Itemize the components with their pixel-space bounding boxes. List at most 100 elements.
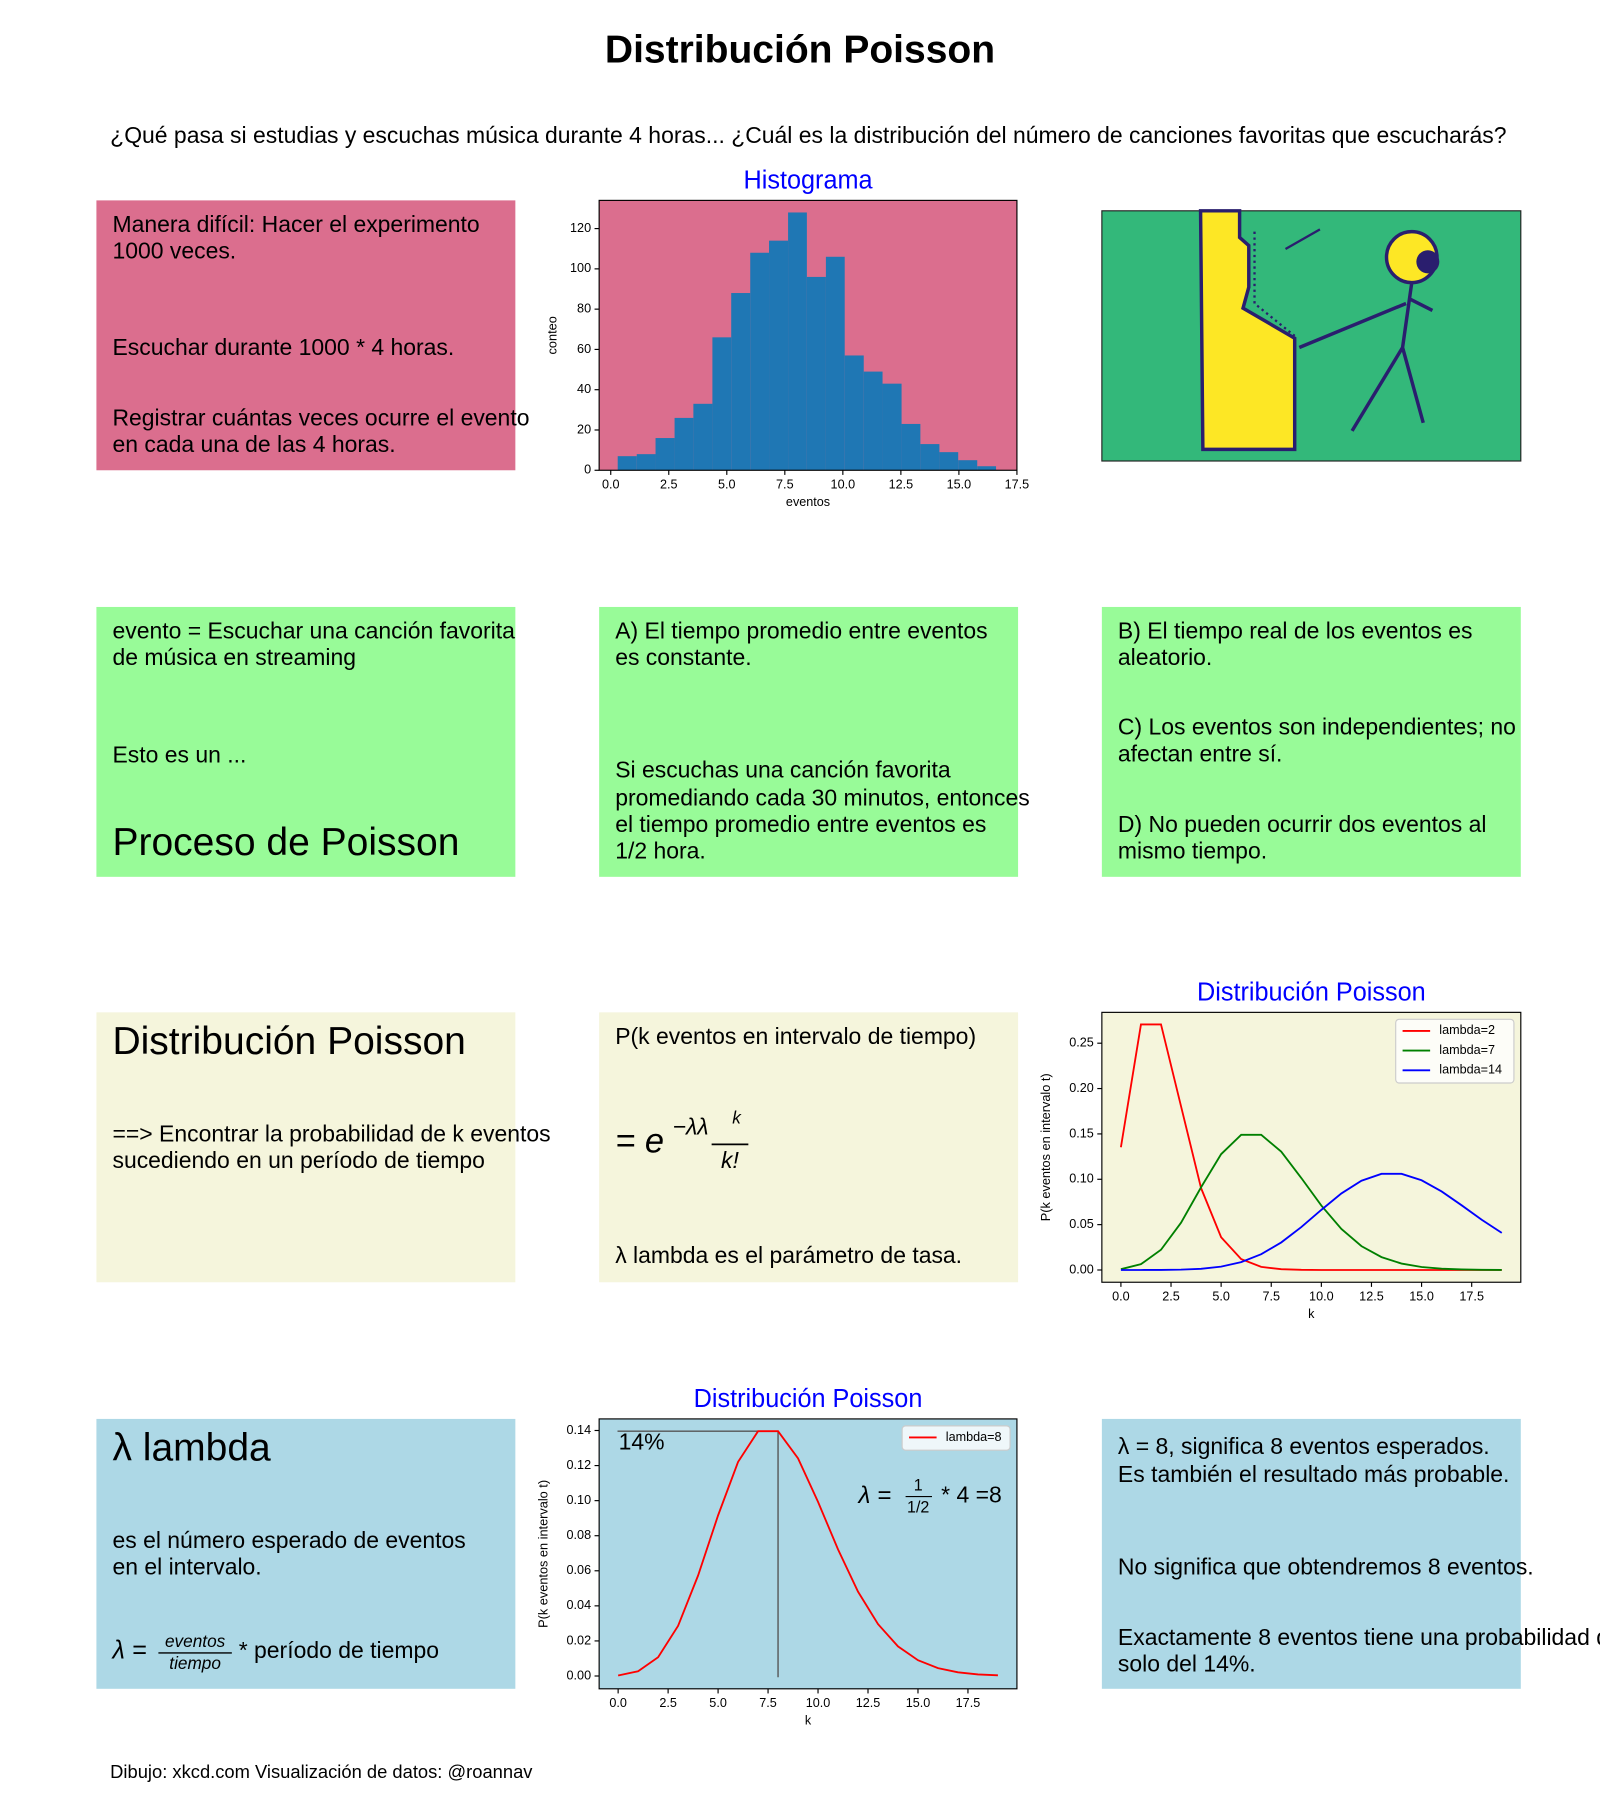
y-tick-label: 0.14 bbox=[567, 1423, 592, 1437]
y-axis-label: P(k eventos en intervalo t) bbox=[1039, 1073, 1053, 1221]
music-lines bbox=[1253, 231, 1296, 337]
y-tick-label: 0.20 bbox=[1069, 1081, 1094, 1095]
x-tick-label: 10.0 bbox=[1309, 1290, 1334, 1304]
plot-frame bbox=[598, 1418, 1018, 1690]
panel-text: mismo tiempo. bbox=[1118, 838, 1267, 864]
panel-text: el tiempo promedio entre eventos es bbox=[615, 811, 986, 837]
annotation: 14% bbox=[619, 1428, 665, 1454]
panel-text: Escuchar durante 1000 * 4 horas. bbox=[112, 334, 454, 360]
footer: Dibujo: xkcd.com Visualización de datos:… bbox=[110, 1761, 533, 1782]
panel-text: en el intervalo. bbox=[112, 1553, 261, 1579]
x-tick-label: 10.0 bbox=[831, 478, 856, 492]
text-panel: P(k eventos en intervalo de tiempo) λ lam… bbox=[599, 1012, 1019, 1283]
y-tick-label: 40 bbox=[577, 382, 591, 396]
histogram-bar bbox=[939, 452, 959, 471]
x-axis-label: k bbox=[805, 1714, 812, 1728]
xkcd-drawing bbox=[1101, 209, 1522, 462]
histogram-bar bbox=[788, 212, 807, 471]
histogram-bar bbox=[636, 454, 656, 471]
panel-text: No significa que obtendremos 8 eventos. bbox=[1118, 1553, 1534, 1579]
x-tick-label: 15.0 bbox=[906, 1696, 931, 1710]
y-tick-label: 0.00 bbox=[567, 1668, 592, 1682]
series-line bbox=[1120, 1172, 1503, 1271]
panel-text: λ lambda es el parámetro de tasa. bbox=[615, 1242, 962, 1268]
x-tick-label: 0.0 bbox=[602, 478, 620, 492]
panel-text: 1000 veces. bbox=[112, 238, 236, 264]
panel-box bbox=[1101, 606, 1521, 877]
y-tick-label: 0.04 bbox=[567, 1598, 592, 1612]
y-tick-label: 0 bbox=[584, 463, 591, 477]
series-line bbox=[617, 1430, 998, 1677]
panel-text: C) Los eventos son independientes; no bbox=[1118, 714, 1516, 740]
y-tick-label: 0.10 bbox=[1069, 1172, 1094, 1186]
y-tick-label: 100 bbox=[570, 261, 591, 275]
x-tick-label: 5.0 bbox=[718, 478, 736, 492]
panel-box bbox=[1101, 1418, 1521, 1689]
text-panel: Distribución Poisson ==> Encontrar la pro… bbox=[96, 1012, 551, 1283]
x-tick-label: 15.0 bbox=[1409, 1290, 1434, 1304]
page-title: Distribución Poisson bbox=[605, 28, 995, 71]
door bbox=[1198, 209, 1297, 452]
panel-text: Distribución Poisson bbox=[112, 1020, 465, 1063]
x-tick-label: 2.5 bbox=[660, 478, 678, 492]
panel-text: solo del 14%. bbox=[1118, 1651, 1256, 1677]
formula-numerator: 1 bbox=[914, 1476, 923, 1494]
chart-title: Histograma bbox=[743, 166, 873, 194]
histogram-bar bbox=[920, 444, 940, 471]
y-axis-label: P(k eventos en intervalo t) bbox=[536, 1480, 550, 1628]
panel-text: ==> Encontrar la probabilidad de k event… bbox=[112, 1120, 550, 1146]
panel-text: D) No pueden ocurrir dos eventos al bbox=[1118, 811, 1487, 837]
histogram-bar bbox=[712, 337, 732, 471]
panel-text: Manera difícil: Hacer el experimento bbox=[112, 211, 479, 237]
y-tick-label: 0.08 bbox=[567, 1528, 592, 1542]
panel-text: es el número esperado de eventos bbox=[112, 1527, 465, 1553]
panel-text: es constante. bbox=[615, 644, 751, 670]
panel-text: P(k eventos en intervalo de tiempo) bbox=[615, 1023, 976, 1049]
formula-denominator: k! bbox=[721, 1147, 739, 1173]
histogram-bar bbox=[769, 240, 789, 471]
x-tick-label: 10.0 bbox=[806, 1696, 831, 1710]
headphones bbox=[1416, 250, 1440, 274]
panel-box bbox=[96, 200, 516, 471]
panel-text: λ = 8, significa 8 eventos esperados. bbox=[1118, 1433, 1490, 1459]
plot-area bbox=[599, 1418, 1017, 1689]
histogram-bar bbox=[977, 466, 997, 471]
x-axis-label: eventos bbox=[786, 495, 830, 509]
histogram-bar bbox=[617, 456, 637, 471]
chart: Distribución Poisson 0.0 2.5 5.0 7.5 10.0 12.5… bbox=[1039, 978, 1522, 1321]
histogram-bar bbox=[806, 276, 826, 471]
legend-label: lambda=2 bbox=[1439, 1023, 1495, 1037]
plot-frame bbox=[598, 199, 1018, 471]
subtitle: ¿Qué pasa si estudias y escuchas música … bbox=[110, 122, 1506, 148]
legend-label: lambda=7 bbox=[1439, 1043, 1495, 1057]
panel-text: promediando cada 30 minutos, entonces bbox=[615, 784, 1030, 810]
formula-rhs: * 4 =8 bbox=[941, 1482, 1002, 1508]
legend-box bbox=[901, 1425, 1011, 1451]
y-tick-label: 0.25 bbox=[1069, 1036, 1094, 1050]
y-tick-label: 0.02 bbox=[567, 1633, 592, 1647]
panel-text: afectan entre sí. bbox=[1118, 740, 1283, 766]
text-panel: λ = 8, significa 8 eventos esperados.Es … bbox=[1101, 1418, 1600, 1689]
panel-text: 1/2 hora. bbox=[615, 838, 706, 864]
chart: Histograma 0.0 2.5 5.0 7.5 10.0 12.5 15.0 17.5 0 2… bbox=[546, 166, 1030, 509]
histogram-bar bbox=[750, 252, 770, 471]
histogram-bar bbox=[844, 355, 864, 471]
formula-base: = e bbox=[615, 1122, 664, 1160]
histogram-bar bbox=[901, 423, 921, 471]
text-panel: evento = Escuchar una canción favoritade… bbox=[96, 606, 516, 877]
x-tick-label: 17.5 bbox=[956, 1696, 981, 1710]
y-tick-label: 20 bbox=[577, 422, 591, 436]
y-axis-label: conteo bbox=[546, 316, 560, 354]
histogram-bar bbox=[655, 438, 675, 471]
x-tick-label: 2.5 bbox=[659, 1696, 677, 1710]
histogram-bar bbox=[731, 293, 751, 471]
formula-numerator: eventos bbox=[165, 1631, 226, 1651]
drawing-frame bbox=[1101, 210, 1522, 462]
formula-denominator: 1/2 bbox=[907, 1498, 929, 1516]
formula-exponent: −λλ bbox=[673, 1113, 709, 1139]
plot-frame bbox=[1101, 1011, 1522, 1283]
series-line bbox=[1120, 1133, 1502, 1271]
x-tick-label: 0.0 bbox=[1112, 1290, 1130, 1304]
y-tick-label: 0.06 bbox=[567, 1563, 592, 1577]
panel-text: B) El tiempo real de los eventos es bbox=[1118, 617, 1472, 643]
